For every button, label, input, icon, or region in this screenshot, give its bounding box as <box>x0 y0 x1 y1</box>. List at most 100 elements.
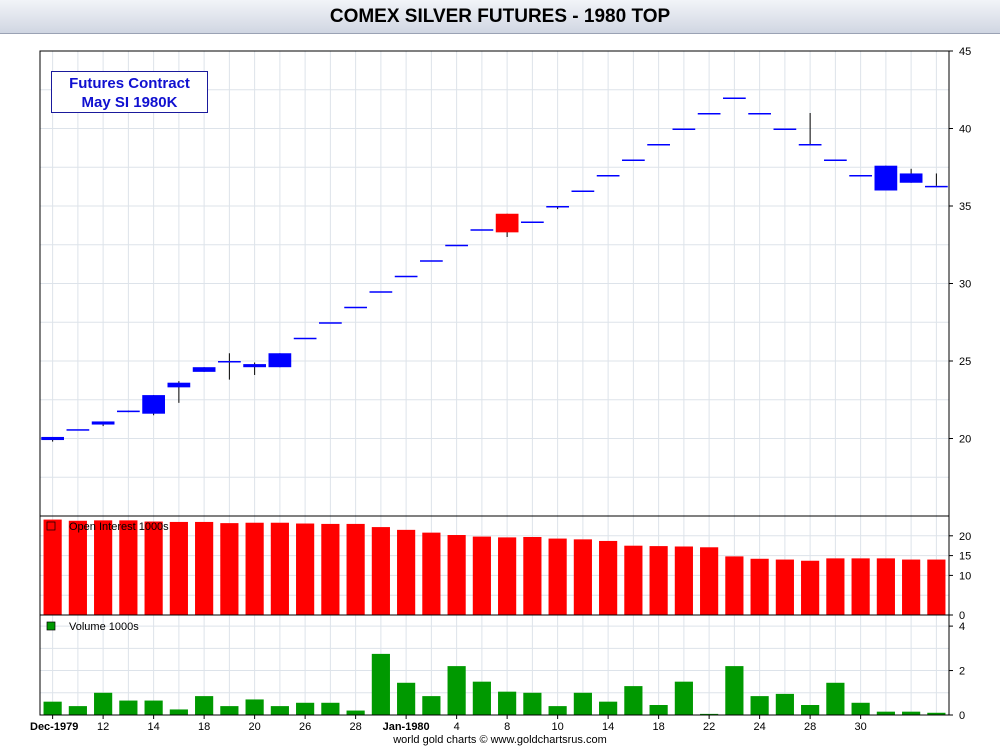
y-tick-label: 0 <box>959 710 965 722</box>
price-candle <box>723 97 746 99</box>
volume-bar <box>498 691 517 715</box>
x-tick-label: 14 <box>148 721 160 733</box>
volume-bar <box>826 682 845 715</box>
price-candle <box>925 185 948 188</box>
open-interest-bar <box>548 538 567 615</box>
open-interest-bar <box>674 546 693 615</box>
price-candle <box>824 159 847 161</box>
price-panel <box>41 97 948 442</box>
x-tick-label: Dec-1979 <box>30 721 78 733</box>
open-interest-bar <box>422 532 441 615</box>
x-tick-label: 28 <box>350 721 362 733</box>
volume-bar <box>220 706 239 715</box>
open-interest-bar <box>851 558 870 615</box>
open-interest-bar <box>321 523 340 615</box>
volume-bar <box>371 653 390 715</box>
x-tick-label: 28 <box>804 721 816 733</box>
volume-bar <box>851 702 870 715</box>
x-tick-label: 8 <box>504 721 510 733</box>
y-tick-label: 35 <box>959 201 971 213</box>
open-interest-bar <box>371 527 390 615</box>
open-interest-bar <box>94 520 113 615</box>
price-candle <box>647 144 670 146</box>
price-candle <box>344 306 367 309</box>
x-tick-label: 26 <box>299 721 311 733</box>
volume-bar <box>775 693 794 715</box>
volume-panel <box>43 653 946 715</box>
open-interest-panel <box>43 519 946 615</box>
price-candle <box>142 395 165 414</box>
open-interest-bar <box>296 523 315 615</box>
y-tick-label: 20 <box>959 434 971 446</box>
open-interest-legend-swatch <box>46 521 56 531</box>
y-tick-label: 4 <box>959 621 965 633</box>
open-interest-bar <box>876 558 895 615</box>
price-candle <box>470 229 494 231</box>
y-tick-label: 2 <box>959 666 965 678</box>
x-tick-label: 14 <box>602 721 614 733</box>
volume-bar <box>119 700 138 715</box>
open-interest-bar <box>447 535 466 615</box>
volume-bar <box>750 696 769 715</box>
volume-bar <box>927 712 946 715</box>
volume-bar <box>599 701 618 715</box>
x-tick-label: 22 <box>703 721 715 733</box>
x-tick-label: 18 <box>653 721 665 733</box>
x-tick-label: 12 <box>97 721 109 733</box>
x-tick-label: 10 <box>552 721 564 733</box>
volume-bar <box>422 696 441 715</box>
open-interest-bar <box>144 521 163 615</box>
price-candle <box>394 275 418 278</box>
credit-line: world gold charts © www.goldchartsrus.co… <box>393 734 607 746</box>
volume-bar <box>94 692 113 715</box>
contract-line-2: May SI 1980K <box>81 94 178 111</box>
open-interest-bar <box>775 559 794 615</box>
open-interest-bar <box>902 559 921 615</box>
volume-bar <box>700 713 719 715</box>
volume-bar <box>472 681 491 715</box>
open-interest-bar <box>624 545 643 615</box>
volume-bar <box>397 682 416 715</box>
price-candle <box>798 144 822 146</box>
volume-bar <box>68 706 87 715</box>
contract-info-box: Futures Contract May SI 1980K <box>51 71 208 113</box>
open-interest-bar <box>169 521 188 615</box>
y-tick-label: 0 <box>959 610 965 622</box>
volume-bar <box>270 706 289 715</box>
x-tick-label: 20 <box>249 721 261 733</box>
open-interest-bar <box>750 558 769 615</box>
volume-bar <box>876 711 895 715</box>
volume-bar <box>296 702 315 715</box>
open-interest-bar <box>68 520 87 615</box>
y-tick-label: 25 <box>959 356 971 368</box>
open-interest-bar <box>220 523 239 615</box>
open-interest-bar <box>498 537 517 615</box>
y-tick-label: 10 <box>959 570 971 582</box>
open-interest-bar <box>195 521 214 615</box>
open-interest-bar <box>700 547 719 615</box>
open-interest-bar <box>43 519 62 615</box>
y-tick-label: 45 <box>959 46 971 58</box>
open-interest-bar <box>523 536 542 615</box>
y-tick-label: 30 <box>959 279 971 291</box>
volume-bar <box>321 702 340 715</box>
open-interest-bar <box>397 529 416 615</box>
volume-bar <box>144 700 163 715</box>
open-interest-bar <box>801 560 820 615</box>
price-candle <box>218 361 241 363</box>
price-candle <box>167 382 191 388</box>
price-candle <box>596 175 620 177</box>
price-candle <box>748 113 771 115</box>
price-candle <box>293 337 317 340</box>
price-candle <box>546 206 569 208</box>
volume-legend-swatch <box>46 621 56 631</box>
price-candle <box>369 291 393 293</box>
price-candle <box>773 128 797 130</box>
volume-bar <box>447 666 466 715</box>
price-candle <box>192 367 216 372</box>
price-candle <box>41 436 64 441</box>
open-interest-bar <box>245 522 264 615</box>
price-candle <box>672 128 696 130</box>
price-candle <box>445 244 468 247</box>
